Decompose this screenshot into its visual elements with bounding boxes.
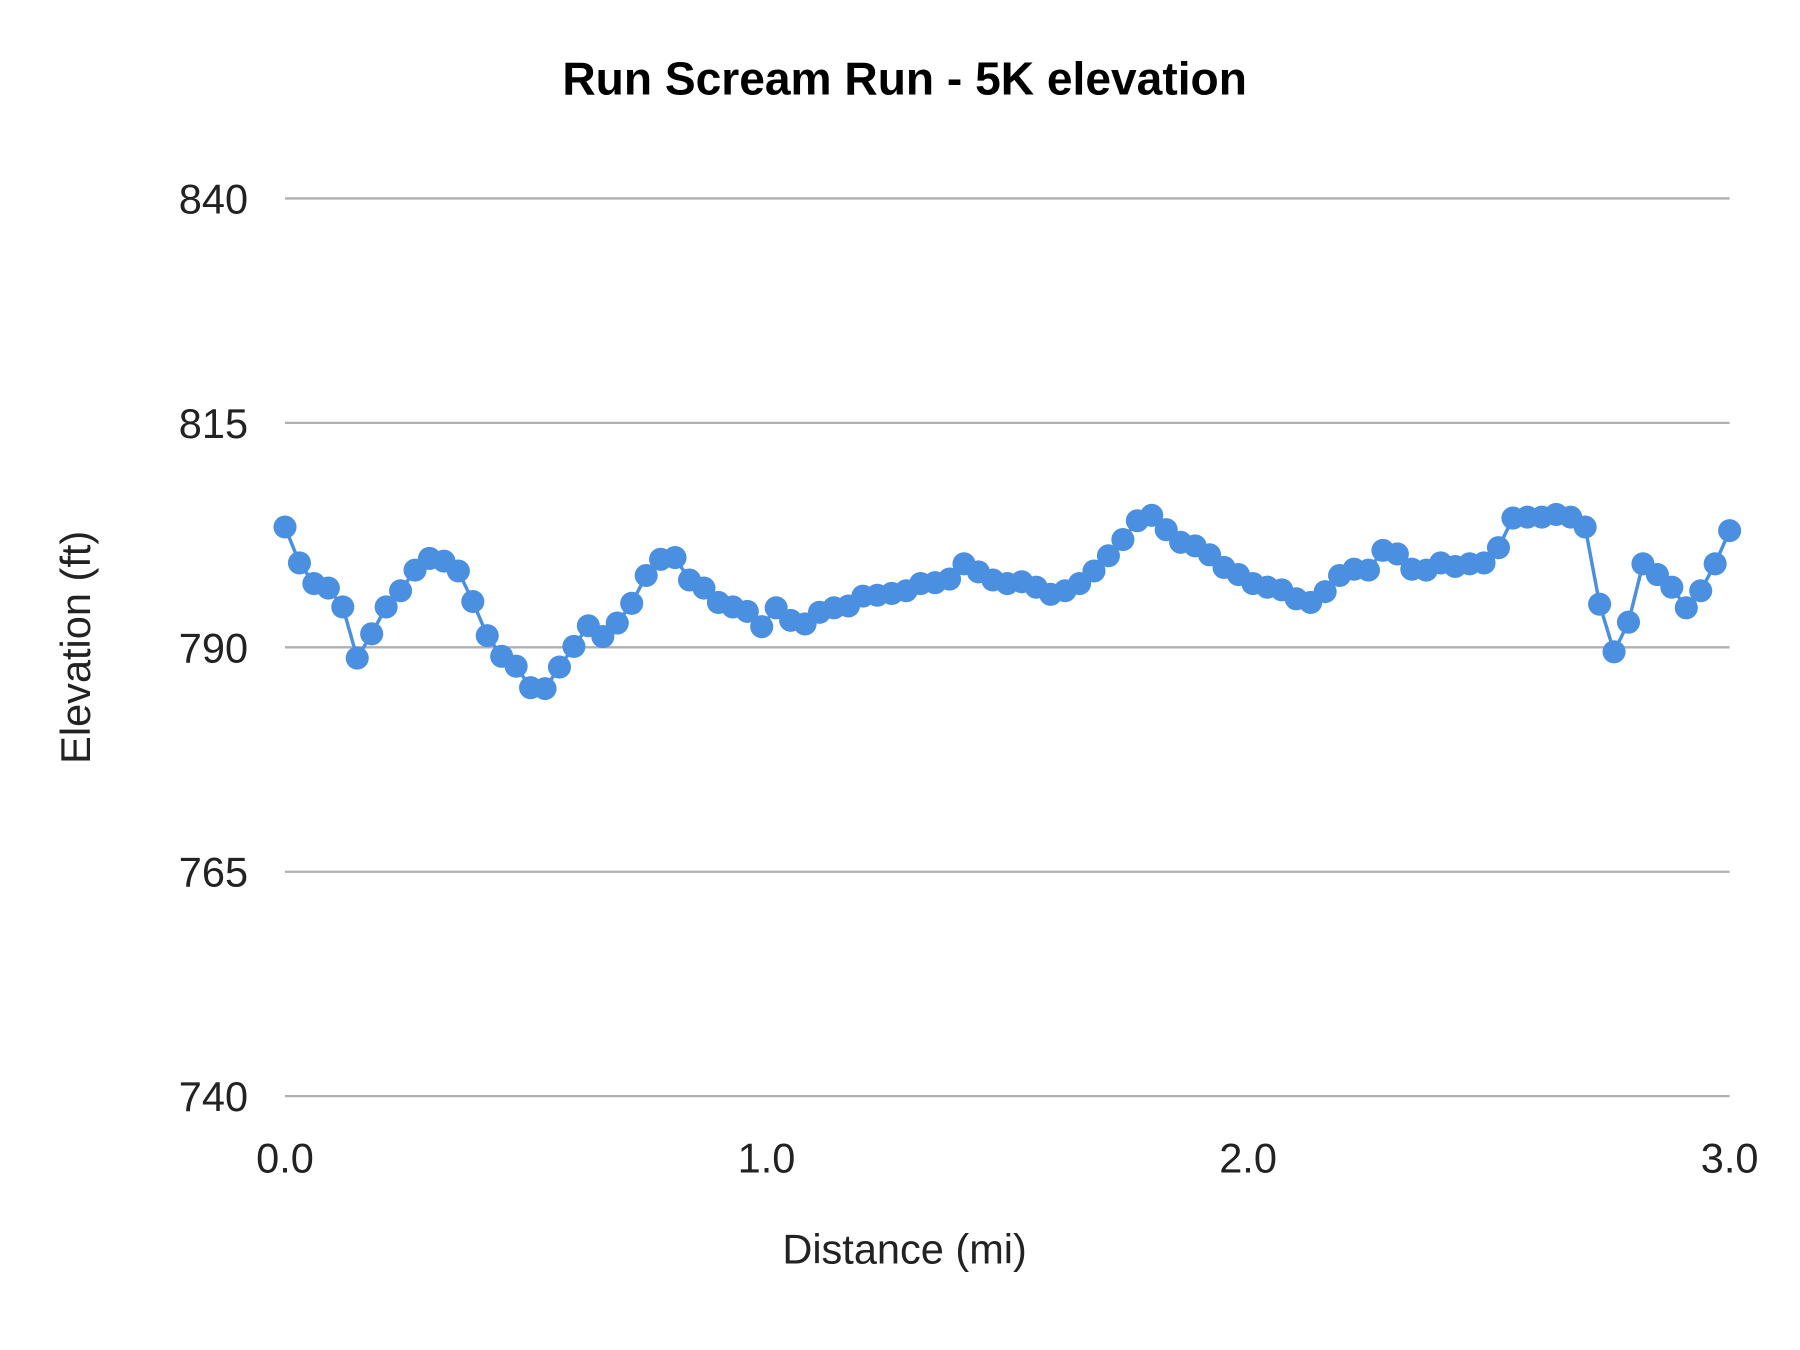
data-point — [692, 576, 716, 600]
x-tick-label: 1.0 — [738, 1134, 796, 1181]
chart-title: Run Scream Run - 5K elevation — [562, 53, 1247, 105]
series-elevation — [273, 502, 1742, 701]
data-point — [547, 655, 572, 679]
gridlines — [285, 197, 1730, 1098]
data-point — [1486, 536, 1511, 560]
data-point — [1660, 575, 1684, 599]
data-point — [273, 515, 297, 539]
x-tick-label: 0.0 — [256, 1134, 314, 1181]
data-point — [1674, 596, 1698, 620]
data-point — [591, 624, 615, 649]
y-tick-label: 840 — [179, 175, 248, 222]
x-axis-label: Distance (mi) — [782, 1225, 1027, 1272]
data-point — [937, 567, 962, 591]
data-point — [634, 563, 658, 588]
data-point — [360, 622, 384, 646]
y-axis-label: Elevation (ft) — [52, 531, 99, 764]
data-point — [1111, 528, 1135, 552]
data-point — [374, 595, 398, 619]
data-point — [750, 615, 774, 639]
data-point — [1385, 542, 1409, 566]
data-point — [1096, 544, 1120, 568]
data-point — [1588, 592, 1612, 616]
data-point — [331, 595, 355, 619]
data-point — [620, 591, 644, 615]
data-point — [446, 559, 470, 583]
y-axis-ticks: 740 765 790 815 840 — [179, 175, 248, 1120]
data-point — [1082, 559, 1106, 583]
y-tick-label: 815 — [179, 400, 248, 447]
data-point — [345, 646, 369, 670]
data-point — [1356, 558, 1380, 582]
y-tick-label: 740 — [179, 1073, 248, 1120]
data-point — [1718, 519, 1742, 543]
data-point — [287, 551, 311, 575]
data-point — [1602, 640, 1626, 664]
data-point — [533, 677, 557, 701]
data-point — [1703, 552, 1727, 576]
data-point — [1616, 610, 1641, 634]
data-point — [316, 576, 340, 600]
data-point — [1313, 580, 1337, 604]
data-point — [562, 634, 586, 658]
data-point — [1573, 515, 1597, 539]
data-point — [504, 654, 528, 678]
x-axis-ticks: 0.0 1.0 2.0 3.0 — [256, 1134, 1758, 1181]
x-tick-label: 2.0 — [1219, 1134, 1277, 1181]
data-point — [735, 599, 759, 623]
data-point — [475, 624, 499, 648]
data-point — [461, 589, 485, 614]
x-tick-label: 3.0 — [1701, 1134, 1759, 1181]
y-tick-label: 790 — [179, 624, 248, 671]
data-point — [1140, 503, 1164, 527]
data-point — [663, 546, 687, 570]
data-point — [1472, 551, 1496, 575]
data-point — [605, 611, 629, 635]
data-point — [389, 579, 413, 603]
y-tick-label: 765 — [179, 849, 248, 896]
data-point — [1689, 579, 1713, 603]
